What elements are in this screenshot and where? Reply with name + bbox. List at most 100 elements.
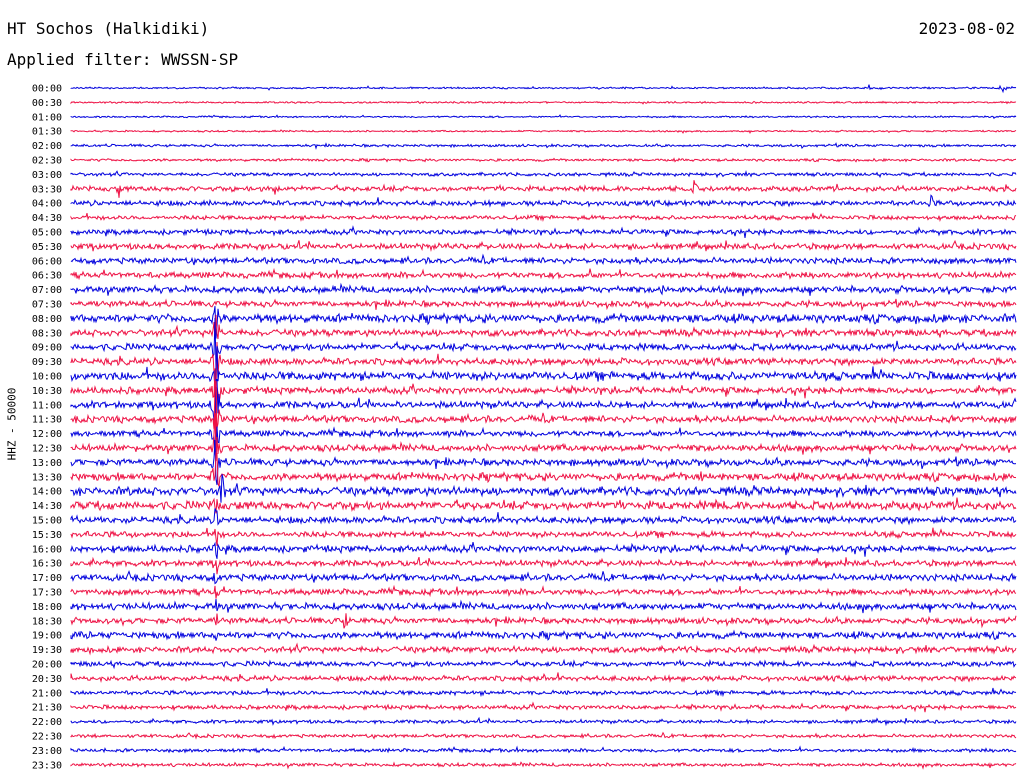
trace-line [70,170,1017,179]
row-label: 21:30 [32,703,62,714]
trace-line [70,298,1017,312]
row-label: 01:00 [32,112,62,123]
row-label: 16:30 [32,559,62,570]
trace-line [70,508,1017,526]
trace-line [70,629,1017,641]
trace-line [70,180,1017,198]
row-label: 08:30 [32,328,62,339]
trace-line [70,194,1017,208]
trace-line [70,745,1017,754]
trace-line [70,426,1017,460]
row-label: 05:00 [32,228,62,239]
row-label: 18:30 [32,616,62,627]
trace-line [70,672,1017,683]
row-label: 05:30 [32,242,62,253]
trace-line [70,253,1017,266]
trace-line [70,541,1017,559]
trace-line [70,129,1017,134]
row-label: 22:00 [32,717,62,728]
trace-line [70,239,1017,252]
filter-label: Applied filter: WWSSN-SP [7,50,239,69]
trace-line [70,157,1017,163]
row-label: 17:00 [32,573,62,584]
trace-line [70,701,1017,713]
row-label: 14:30 [32,501,62,512]
trace-line [70,84,1017,94]
row-label: 15:00 [32,516,62,527]
row-label: 12:30 [32,444,62,455]
trace-line [70,527,1017,546]
trace-line [70,642,1017,656]
row-label: 04:00 [32,199,62,210]
row-label: 03:30 [32,184,62,195]
row-label: 19:00 [32,631,62,642]
row-label: 13:00 [32,458,62,469]
row-label: 19:30 [32,645,62,656]
row-label: 22:30 [32,732,62,743]
row-label: 21:00 [32,688,62,699]
row-label: 23:30 [32,760,62,771]
row-label: 06:00 [32,256,62,267]
row-label: 10:30 [32,386,62,397]
trace-line [70,497,1017,514]
trace-line [70,413,1017,462]
trace-line [70,613,1017,629]
record-date: 2023-08-02 [918,19,1015,38]
row-label: 14:00 [32,487,62,498]
row-label: 07:00 [32,285,62,296]
row-label: 16:00 [32,544,62,555]
trace-line [70,346,1017,392]
row-label: 15:30 [32,530,62,541]
row-label: 09:00 [32,343,62,354]
row-label: 18:00 [32,602,62,613]
trace-line [70,225,1017,238]
row-label: 11:30 [32,415,62,426]
row-label: 20:00 [32,660,62,671]
row-label: 09:30 [32,357,62,368]
row-label: 01:30 [32,127,62,138]
row-label: 07:30 [32,300,62,311]
row-label: 08:00 [32,314,62,325]
trace-line [70,761,1017,770]
row-label: 13:30 [32,472,62,483]
row-label: 10:00 [32,372,62,383]
trace-line [70,100,1017,105]
row-label: 12:00 [32,429,62,440]
trace-line [70,378,1017,421]
trace-line [70,584,1017,599]
trace-line [70,380,1017,429]
trace-line [70,341,1017,396]
trace-line [70,314,1017,340]
row-label: 11:00 [32,400,62,411]
trace-line [70,114,1017,120]
trace-line [70,317,1017,369]
row-label: 06:30 [32,271,62,282]
trace-line [70,282,1017,297]
trace-line [70,451,1017,487]
trace-line [70,212,1017,223]
row-label: 20:30 [32,674,62,685]
row-label: 02:00 [32,141,62,152]
trace-line [70,306,1017,339]
row-label: 00:00 [32,84,62,95]
trace-line [70,687,1017,698]
trace-line [70,599,1017,614]
row-label: 00:30 [32,98,62,109]
row-label: 02:30 [32,156,62,167]
trace-line [70,658,1017,670]
trace-line [70,570,1017,585]
trace-line [70,368,1017,440]
trace-line [70,474,1017,503]
trace-line [70,716,1017,727]
row-label: 17:30 [32,588,62,599]
row-label: 23:00 [32,746,62,757]
trace-line [70,267,1017,281]
trace-line [70,439,1017,486]
trace-line [70,142,1017,150]
row-label: 04:30 [32,213,62,224]
trace-line [70,731,1017,740]
trace-line [70,556,1017,575]
row-label: 03:00 [32,170,62,181]
station-title: HT Sochos (Halkidiki) [7,19,210,38]
